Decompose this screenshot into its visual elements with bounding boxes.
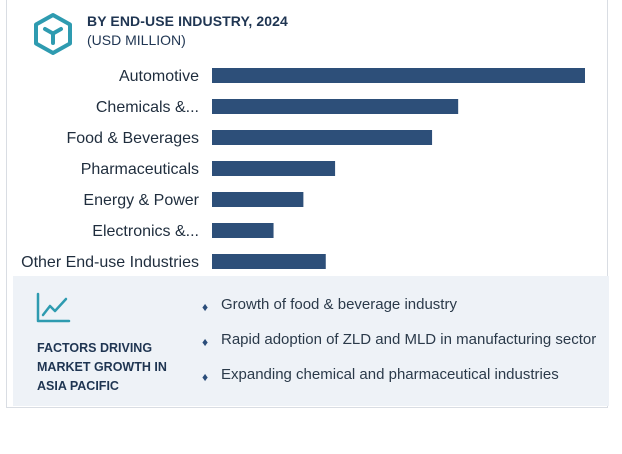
chart-subtitle: (USD MILLION) [87, 32, 186, 48]
category-label: Chemicals &... [96, 99, 199, 116]
bar-chart: Automotive Chemicals &... Food & Beverages… [21, 68, 585, 271]
category-label: Food & Beverages [66, 130, 199, 147]
factor-text: Expanding chemical and pharmaceutical in… [221, 366, 559, 383]
chart-title: BY END-USE INDUSTRY, 2024 [87, 13, 288, 29]
list-item: ♦ Growth of food & beverage industry [201, 294, 601, 315]
list-item: ♦ Rapid adoption of ZLD and MLD in manufa… [201, 329, 601, 350]
diamond-bullet-icon: ♦ [202, 300, 209, 314]
list-item: ♦ Expanding chemical and pharmaceutical i… [201, 364, 601, 385]
category-label: Automotive [119, 68, 199, 85]
bar [212, 130, 433, 145]
chart-card: BY END-USE INDUSTRY, 2024 (USD MILLION) … [6, 0, 609, 408]
category-label: Other End-use Industries [21, 254, 199, 271]
bar [212, 254, 326, 269]
category-label: Pharmaceuticals [81, 161, 199, 178]
trend-chart-icon [36, 292, 71, 323]
factor-text: Growth of food & beverage industry [221, 296, 457, 313]
factors-title: FACTORS DRIVING MARKET GROWTH IN ASIA PA… [37, 341, 167, 393]
factors-list: ♦ Growth of food & beverage industry ♦ Rap… [201, 294, 601, 399]
factor-text: Rapid adoption of ZLD and MLD in manufac… [221, 331, 597, 348]
diamond-bullet-icon: ♦ [202, 370, 209, 384]
bar [212, 68, 585, 83]
bar [212, 223, 274, 238]
bar [212, 99, 459, 114]
cube-logo-icon [34, 13, 72, 55]
diamond-bullet-icon: ♦ [202, 335, 209, 349]
factors-panel: FACTORS DRIVING MARKET GROWTH IN ASIA PA… [13, 276, 609, 406]
category-label: Electronics &... [92, 223, 199, 240]
bar [212, 161, 336, 176]
category-label: Energy & Power [83, 192, 199, 209]
bar [212, 192, 304, 207]
